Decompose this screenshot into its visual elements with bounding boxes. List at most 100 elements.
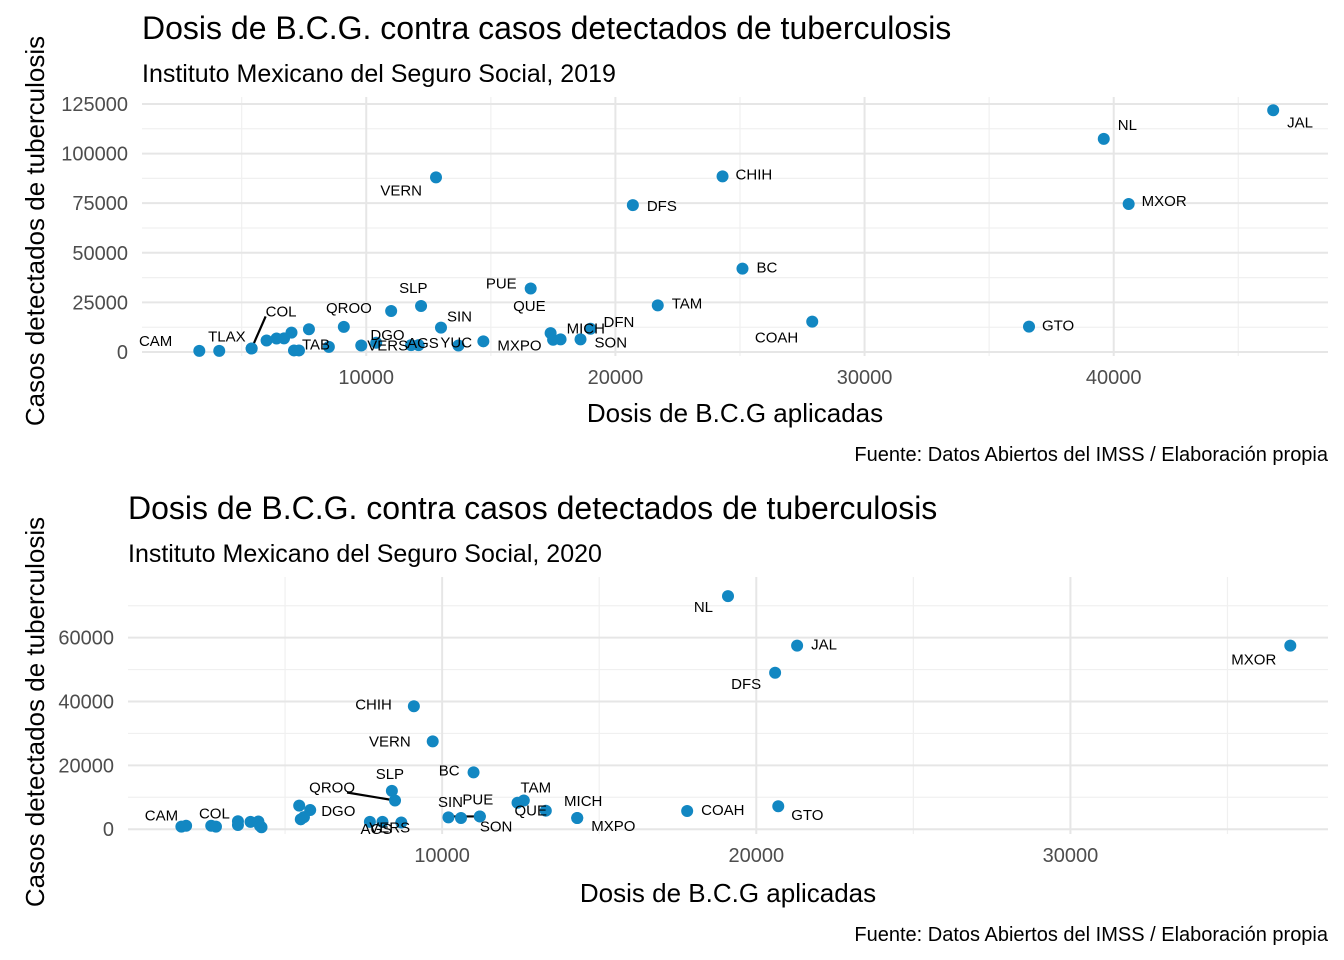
data-point [430, 171, 443, 184]
y-axis-title: Casos detectados de tuberculosis [20, 36, 50, 426]
y-tick-label: 50000 [72, 243, 128, 265]
y-tick-label: 100000 [61, 144, 128, 166]
data-point [407, 700, 420, 713]
chart-caption: Fuente: Datos Abiertos del IMSS / Elabor… [854, 924, 1328, 946]
point-label: JAL [1287, 114, 1313, 131]
data-point [681, 805, 694, 818]
data-point [806, 315, 819, 328]
data-point [454, 812, 467, 825]
point-label: CAM [139, 333, 172, 350]
point-label: TLAX [208, 328, 246, 345]
point-label: VERS [367, 337, 408, 354]
data-point [285, 326, 298, 339]
data-point [584, 322, 597, 335]
y-tick-label: 0 [103, 819, 114, 841]
data-point [255, 821, 268, 834]
data-point [245, 342, 258, 355]
chart-caption: Fuente: Datos Abiertos del IMSS / Elabor… [854, 444, 1328, 466]
point-label: DFS [731, 676, 761, 693]
point-label: MXOR [1142, 193, 1187, 210]
data-point [180, 819, 193, 832]
point-label: TAB [302, 336, 330, 353]
data-point [395, 816, 408, 829]
point-label: MICH [567, 320, 605, 337]
leader-line [346, 791, 396, 802]
data-point [524, 282, 537, 295]
point-label: GTO [791, 807, 823, 824]
point-label: YUC [440, 334, 472, 351]
data-point [736, 262, 749, 275]
data-point [426, 735, 439, 748]
point-label: NL [694, 599, 713, 616]
point-label: QUE [513, 298, 546, 315]
data-point [574, 333, 587, 346]
point-label: BC [439, 762, 460, 779]
data-point [292, 344, 305, 357]
data-point [231, 819, 244, 832]
x-axis-title: Dosis de B.C.G aplicadas [587, 398, 883, 428]
point-label: AGS [407, 335, 439, 352]
point-label: CHIH [355, 696, 392, 713]
point-label: MXPO [591, 818, 635, 835]
data-point [442, 811, 455, 824]
point-label: DFS [647, 198, 677, 215]
point-label: QROO [309, 779, 355, 796]
point-label: NL [1118, 117, 1137, 134]
data-point [304, 804, 317, 817]
point-label: AGS [360, 821, 392, 838]
data-point [260, 334, 273, 347]
point-label: MXPO [497, 337, 541, 354]
x-tick-label: 30000 [1043, 845, 1099, 867]
point-label: DFN [603, 314, 634, 331]
data-points [175, 590, 1297, 834]
x-tick-label: 10000 [338, 367, 394, 389]
y-tick-label: 40000 [58, 692, 114, 714]
point-label: CAM [145, 808, 178, 825]
chart-subtitle: Instituto Mexicano del Seguro Social, 20… [142, 60, 616, 88]
data-point [389, 794, 402, 807]
point-label: SLP [399, 280, 427, 297]
y-tick-label: 0 [117, 342, 128, 364]
point-label: QUE [515, 803, 548, 820]
data-point [626, 199, 639, 212]
data-point [385, 304, 398, 317]
data-point [415, 299, 428, 312]
data-point [376, 815, 389, 828]
point-label: COAH [755, 330, 798, 347]
y-tick-label: 75000 [72, 193, 128, 215]
data-point [452, 339, 465, 352]
x-tick-label: 20000 [588, 367, 644, 389]
point-label: CHIH [736, 166, 773, 183]
point-label: SLP [376, 766, 404, 783]
point-label: MXOR [1231, 652, 1276, 669]
data-point [385, 784, 398, 797]
y-tick-labels: 0 20000 40000 60000 [58, 628, 114, 842]
x-tick-label: 10000 [414, 845, 470, 867]
gridlines [142, 97, 1328, 356]
data-point [1267, 104, 1280, 117]
data-point [716, 170, 729, 183]
data-point [1097, 132, 1110, 145]
data-point [539, 804, 552, 817]
point-label: PUE [486, 276, 517, 293]
point-label: JAL [811, 637, 837, 654]
data-point [355, 339, 368, 352]
data-point [434, 321, 447, 334]
data-point [554, 333, 567, 346]
data-point [571, 812, 584, 825]
data-point [1122, 197, 1135, 210]
data-point [412, 339, 425, 352]
point-label: VERN [369, 733, 411, 750]
point-label: DGO [321, 803, 355, 820]
data-point [1023, 320, 1036, 333]
point-label: SIN [447, 309, 472, 326]
chart-2019: Dosis de B.C.G. contra casos detectados … [20, 10, 1329, 466]
x-axis-title: Dosis de B.C.G aplicadas [580, 878, 876, 908]
data-point [772, 800, 785, 813]
x-tick-label: 30000 [837, 367, 893, 389]
chart-title: Dosis de B.C.G. contra casos detectados … [128, 490, 937, 526]
y-axis-title: Casos detectados de tuberculosis [20, 517, 50, 907]
point-label: TAM [521, 779, 552, 796]
x-tick-labels: 10000 20000 30000 [414, 845, 1098, 867]
